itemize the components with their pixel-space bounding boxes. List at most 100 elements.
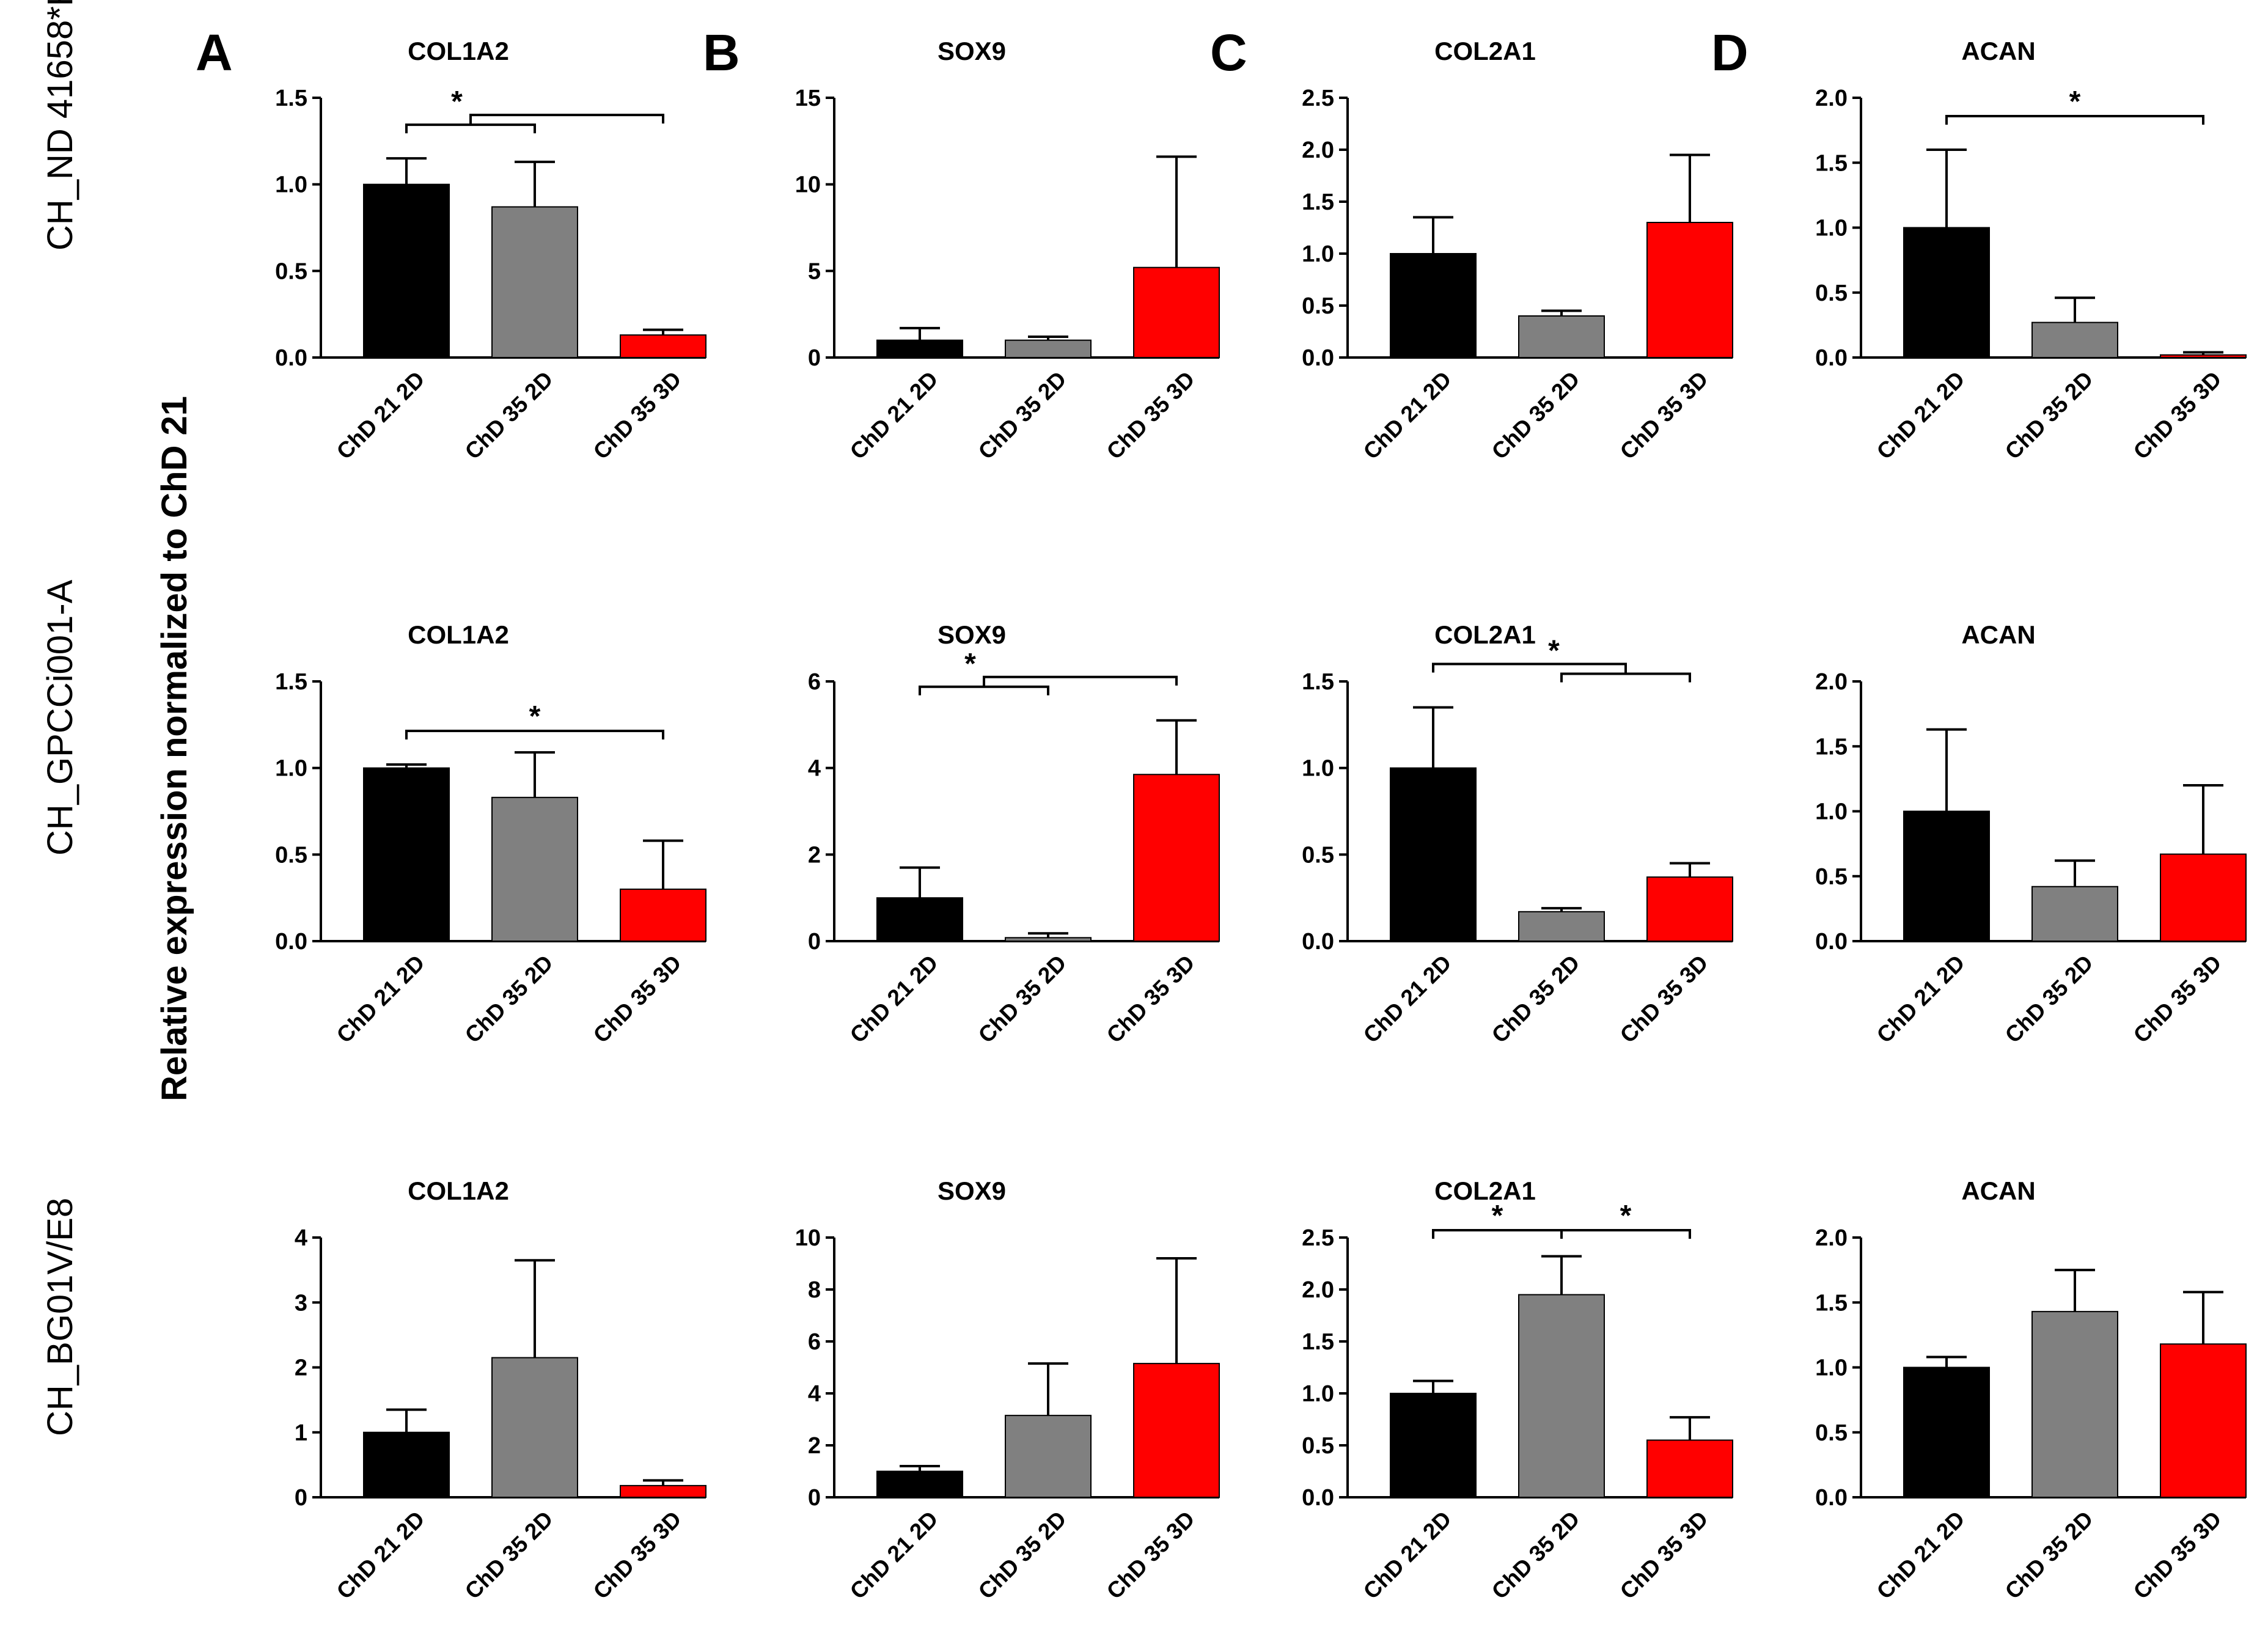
bar-chd-35-2d: [491, 796, 578, 942]
y-tick-label: 1.5: [1815, 734, 1848, 760]
x-tick-label: ChD 35 2D: [2000, 367, 2098, 464]
row-label-1: CH_ND 41658*H: [40, 0, 80, 251]
bracket-line: [469, 114, 664, 125]
y-tick-label: 10: [795, 1225, 821, 1251]
x-tick-label: ChD 35 3D: [1102, 950, 1200, 1048]
y-tick-label: 2.0: [1815, 86, 1848, 111]
y-tick-label: 0.5: [1815, 1420, 1848, 1446]
y-tick-label: 0: [808, 345, 821, 371]
bar-chd-21-2d: [363, 767, 450, 942]
bracket-line: [1945, 115, 2204, 125]
y-tick-label: 1.5: [1302, 669, 1334, 695]
bracket-line: [405, 123, 536, 134]
chart-7-col2a1: COL2A1 0.0 0.5 1.0 1.5 ChD 21 2D ChD 35 2D ChD …: [1302, 620, 1733, 1048]
y-tick-label: 0.5: [1302, 293, 1334, 319]
bar-chd-35-3d: [1646, 222, 1733, 358]
y-tick-label: 0.5: [275, 842, 307, 868]
y-tick-label: 1.5: [1302, 189, 1334, 215]
y-tick-label: 4: [808, 1381, 821, 1407]
significance-bracket: *: [1945, 86, 2204, 125]
y-axis-label: Relative expression normalized to ChD 21: [155, 396, 194, 1101]
significance-star: *: [2069, 86, 2081, 118]
row-label-2: CH_GPCCi001-A: [40, 579, 80, 856]
bar-chd-35-2d: [491, 206, 578, 358]
x-tick-label: ChD 35 2D: [974, 1506, 1071, 1604]
chart-11-col2a1: COL2A1 0.0 0.5 1.0 1.5 2.0 2.5 ChD 21 2D ChD 35 …: [1302, 1176, 1733, 1604]
x-tick-label: ChD 21 2D: [1359, 367, 1456, 464]
y-tick-label: 1.0: [1302, 756, 1334, 782]
y-tick-label: 6: [808, 669, 821, 695]
x-tick-label: ChD 35 3D: [1615, 1506, 1713, 1604]
chart-title: COL2A1: [1434, 620, 1536, 649]
bar-chd-35-3d: [620, 1484, 706, 1498]
chart-3-col2a1: COL2A1 0.0 0.5 1.0 1.5 2.0 2.5 ChD 21 2D ChD 35 …: [1302, 37, 1733, 464]
y-tick-label: 2.0: [1302, 1277, 1334, 1303]
y-tick-label: 8: [808, 1277, 821, 1303]
y-tick-label: 2.0: [1815, 1225, 1848, 1251]
x-tick-label: ChD 35 3D: [1615, 367, 1713, 464]
bar-chd-35-3d: [1646, 1439, 1733, 1498]
bracket-line: [1560, 672, 1691, 683]
y-tick-label: 0.5: [1815, 864, 1848, 890]
bar-chd-35-2d: [1518, 911, 1605, 942]
chart-title: COL1A2: [408, 1176, 509, 1205]
y-tick-label: 0: [808, 929, 821, 955]
y-tick-label: 0.0: [275, 345, 307, 371]
y-tick-label: 5: [808, 259, 821, 284]
y-tick-label: 0.0: [1815, 345, 1848, 371]
row-label-3: CH_BG01V/E8: [40, 1198, 80, 1436]
x-tick-label: ChD 35 3D: [589, 1506, 686, 1604]
y-tick-label: 1.0: [1302, 241, 1334, 267]
bar-chd-35-2d: [2031, 1311, 2118, 1498]
chart-title: SOX9: [938, 620, 1006, 649]
bar-chd-21-2d: [1903, 1366, 1990, 1498]
chart-4-acan: ACAN 0.0 0.5 1.0 1.5 2.0 ChD 21 2D ChD 35 2D ChD…: [1815, 37, 2247, 464]
x-tick-label: ChD 21 2D: [332, 367, 430, 464]
significance-star: *: [1492, 1200, 1503, 1232]
bar-chd-35-3d: [1646, 876, 1733, 942]
significance-star: *: [1620, 1200, 1632, 1232]
bracket-line: [1560, 1229, 1691, 1239]
x-tick-label: ChD 21 2D: [1359, 1506, 1456, 1604]
x-tick-label: ChD 35 3D: [1615, 950, 1713, 1048]
bar-chd-35-3d: [2160, 853, 2247, 942]
bar-chd-21-2d: [876, 897, 963, 942]
significance-star: *: [964, 648, 976, 680]
bar-chd-35-2d: [1005, 937, 1092, 942]
y-tick-label: 0.0: [1815, 929, 1848, 955]
chart-title: COL1A2: [408, 620, 509, 649]
x-tick-label: ChD 35 2D: [460, 1506, 558, 1604]
x-tick-label: ChD 21 2D: [845, 1506, 943, 1604]
significance-bracket: *: [405, 86, 664, 134]
significance-bracket: *: [1560, 1200, 1691, 1239]
x-tick-label: ChD 21 2D: [1872, 367, 1970, 464]
x-tick-label: ChD 35 2D: [2000, 1506, 2098, 1604]
y-tick-label: 1.0: [1302, 1381, 1334, 1407]
bracket-line: [1432, 662, 1627, 674]
panel-letter-d: D: [1711, 24, 1749, 81]
x-tick-label: ChD 35 3D: [589, 367, 686, 464]
y-tick-label: 2.5: [1302, 86, 1334, 111]
chart-2-sox9: SOX9 0 5 10 15 ChD 21 2D ChD 35 2D ChD 35 3D: [795, 37, 1220, 464]
x-tick-label: ChD 35 3D: [2129, 950, 2226, 1048]
chart-5-col1a2: COL1A2 0.0 0.5 1.0 1.5 ChD 21 2D ChD 35 2D ChD …: [275, 620, 706, 1048]
significance-star: *: [529, 700, 541, 733]
x-tick-label: ChD 21 2D: [845, 950, 943, 1048]
chart-title: COL2A1: [1434, 37, 1536, 65]
x-tick-label: ChD 35 3D: [1102, 1506, 1200, 1604]
x-tick-label: ChD 35 2D: [460, 950, 558, 1048]
bar-chd-35-3d: [620, 334, 706, 359]
y-tick-label: 0.5: [1302, 842, 1334, 868]
x-tick-label: ChD 21 2D: [1872, 950, 1970, 1048]
x-tick-label: ChD 21 2D: [845, 367, 943, 464]
y-tick-label: 0: [808, 1485, 821, 1511]
y-tick-label: 15: [795, 86, 821, 111]
y-tick-label: 2: [808, 842, 821, 868]
y-tick-label: 0.0: [1815, 1485, 1848, 1511]
bar-chd-35-3d: [2160, 354, 2247, 358]
bar-chd-21-2d: [1390, 253, 1477, 358]
significance-bracket: *: [1432, 635, 1691, 683]
bar-chd-21-2d: [363, 1431, 450, 1498]
panel-letter-c: C: [1210, 24, 1247, 81]
